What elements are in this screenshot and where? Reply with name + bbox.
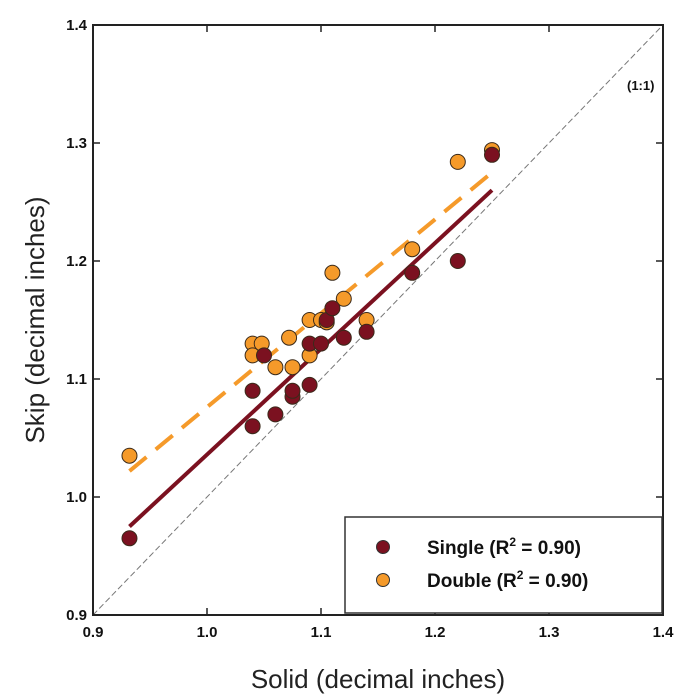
point-single-11 bbox=[324, 300, 341, 317]
point-double-12 bbox=[335, 290, 352, 307]
point-single-9 bbox=[313, 335, 329, 352]
y-tick-label-4: 1.3 bbox=[66, 135, 87, 152]
point-double-0 bbox=[121, 447, 138, 464]
y-tick-label-1: 1.0 bbox=[66, 489, 87, 506]
point-single-4 bbox=[267, 406, 284, 423]
point-single-14 bbox=[404, 264, 421, 281]
legend-entry-single: Single (R2 = 0.90) bbox=[427, 535, 581, 559]
legend-double-r2-eq: = bbox=[523, 571, 545, 592]
legend-double-name: Double bbox=[427, 571, 491, 592]
reference-line-label: (1:1) bbox=[627, 78, 654, 93]
point-single-7 bbox=[301, 376, 318, 393]
point-double-11 bbox=[324, 264, 341, 281]
x-axis-title: Solid (decimal inches) bbox=[251, 664, 505, 694]
point-single-12 bbox=[335, 329, 352, 346]
y-tick-label-2: 1.1 bbox=[66, 371, 87, 388]
legend-single-r2-close: ) bbox=[575, 538, 581, 559]
reference-line-1-1 bbox=[92, 24, 664, 616]
point-single-16 bbox=[484, 146, 500, 163]
legend-single-r2-eq: = bbox=[516, 538, 538, 559]
point-double-4 bbox=[267, 359, 284, 376]
point-single-13 bbox=[358, 323, 375, 340]
legend-box bbox=[344, 516, 663, 614]
point-single-0 bbox=[121, 530, 138, 547]
point-double-6 bbox=[284, 359, 301, 376]
y-tick-label-0: 0.9 bbox=[66, 607, 87, 624]
legend-double-r2-value: 0.90 bbox=[545, 571, 582, 592]
x-tick-label-5: 1.4 bbox=[653, 624, 675, 641]
point-double-15 bbox=[449, 153, 466, 170]
point-single-15 bbox=[449, 253, 466, 269]
point-single-1 bbox=[244, 382, 261, 399]
point-single-6 bbox=[284, 382, 301, 399]
y-axis-ticks: 0.9 1.0 1.1 1.2 1.3 1.4 bbox=[66, 17, 663, 624]
legend-single-r2-open: (R bbox=[484, 538, 510, 559]
point-single-3 bbox=[256, 347, 272, 364]
legend-entry-double: Double (R2 = 0.90) bbox=[427, 568, 588, 592]
legend-single-r2-value: 0.90 bbox=[538, 538, 575, 559]
legend-marker-double bbox=[376, 573, 390, 587]
legend-marker-single bbox=[376, 540, 390, 554]
x-tick-label-3: 1.2 bbox=[425, 624, 446, 641]
legend: Single (R2 = 0.90) Double (R2 = 0.90) bbox=[344, 516, 663, 614]
x-tick-label-1: 1.0 bbox=[197, 624, 218, 641]
x-tick-label-4: 1.3 bbox=[539, 624, 560, 641]
legend-single-name: Single bbox=[427, 538, 484, 559]
legend-double-r2-open: (R bbox=[491, 571, 517, 592]
trend-line-double bbox=[128, 170, 494, 473]
point-double-14 bbox=[404, 241, 421, 258]
legend-double-r2-close: ) bbox=[582, 571, 588, 592]
y-axis-title: Skip (decimal inches) bbox=[20, 196, 50, 443]
legend-single-r2-sup: 2 bbox=[509, 535, 516, 549]
x-tick-label-2: 1.1 bbox=[311, 624, 332, 641]
legend-double-r2-sup: 2 bbox=[517, 568, 524, 582]
y-tick-label-5: 1.4 bbox=[66, 17, 88, 34]
plot-frame bbox=[92, 24, 664, 616]
x-tick-label-0: 0.9 bbox=[83, 624, 104, 641]
plot-layer bbox=[92, 24, 664, 616]
point-double-5 bbox=[281, 329, 298, 346]
point-single-2 bbox=[244, 418, 261, 435]
x-axis-ticks: 0.9 1.0 1.1 1.2 1.3 1.4 bbox=[83, 25, 675, 641]
y-tick-label-3: 1.2 bbox=[66, 253, 87, 270]
